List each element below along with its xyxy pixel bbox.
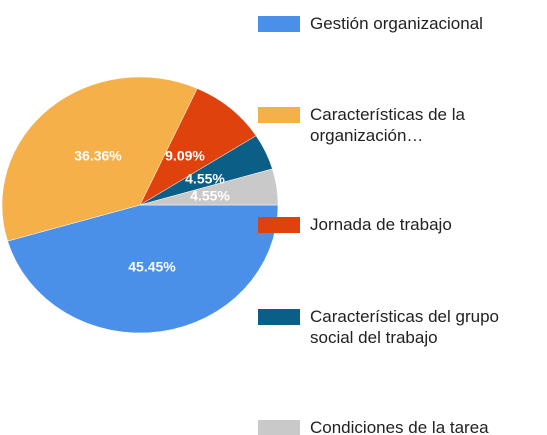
data-label: 4.55% <box>185 171 225 187</box>
legend-swatch <box>258 16 300 32</box>
legend-label: Gestión organizacional <box>310 14 483 33</box>
legend-swatch <box>258 107 300 123</box>
pie-slice <box>139 168 279 206</box>
legend-item: Jornada de trabajo <box>258 214 547 235</box>
legend-swatch <box>258 309 300 325</box>
legend-swatch <box>258 217 300 233</box>
legend-label: Condiciones de la tarea <box>310 418 489 435</box>
legend-label: Características de la organización… <box>310 105 465 145</box>
legend-label: Características del grupo social del tra… <box>310 307 499 347</box>
pie-slice <box>7 204 279 334</box>
pie-slice <box>139 88 257 206</box>
data-label: 36.36% <box>74 148 122 164</box>
legend-item: Gestión organizacional <box>258 13 547 34</box>
legend-label: Jornada de trabajo <box>310 215 452 234</box>
data-label: 45.45% <box>128 259 176 275</box>
legend-item: Características del grupo social del tra… <box>258 306 547 348</box>
pie-slice <box>1 76 198 242</box>
legend-swatch <box>258 420 300 435</box>
data-label: 4.55% <box>190 188 230 204</box>
data-label: 9.09% <box>165 148 205 164</box>
legend-item: Condiciones de la tarea <box>258 417 547 435</box>
legend-item: Características de la organización… <box>258 104 547 146</box>
